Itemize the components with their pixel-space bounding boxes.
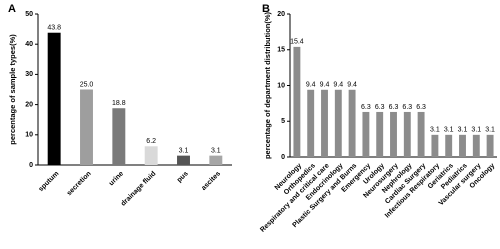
x-tick-label: urine [108, 170, 125, 187]
bar [403, 111, 411, 157]
x-tick-label: pus [176, 170, 190, 184]
value-label: 25.0 [80, 81, 94, 88]
bar [144, 146, 158, 165]
bar [177, 155, 190, 165]
bar [376, 111, 384, 157]
y-tick-label: 30 [25, 71, 33, 78]
value-label: 3.1 [179, 147, 189, 154]
y-tick-label: 0 [29, 162, 33, 169]
y-tick-label: 15 [277, 47, 285, 54]
value-label: 3.1 [458, 127, 468, 134]
value-label: 6.2 [146, 138, 156, 145]
y-tick-label: 20 [277, 11, 285, 18]
bar [445, 134, 453, 157]
value-label: 9.4 [320, 82, 330, 89]
bar [80, 89, 93, 165]
value-label: 6.3 [361, 104, 371, 111]
bar [334, 89, 342, 157]
value-label: 3.1 [471, 127, 481, 134]
value-label: 6.3 [389, 104, 399, 111]
bar [209, 155, 223, 165]
value-label: 3.1 [485, 127, 495, 134]
value-label: 3.1 [211, 147, 221, 154]
y-tick-label: 5 [281, 118, 285, 125]
bar [459, 134, 466, 157]
x-tick-label: drainage fluid [120, 170, 157, 207]
y-tick-label: 20 [25, 101, 33, 108]
value-label: 9.4 [347, 82, 357, 89]
value-label: 3.1 [430, 127, 440, 134]
bar [47, 32, 61, 165]
bar [321, 89, 328, 157]
bar [293, 46, 301, 157]
value-label: 6.3 [416, 104, 426, 111]
bar [390, 111, 397, 157]
x-tick-label: secretion [66, 170, 93, 197]
bar [417, 111, 425, 157]
bar [348, 89, 356, 157]
value-label: 3.1 [444, 127, 454, 134]
value-label: 6.3 [375, 104, 385, 111]
bar [362, 111, 370, 157]
value-label: 15.4 [290, 39, 304, 46]
bar [472, 134, 480, 157]
y-tick-label: 50 [25, 11, 33, 18]
y-tick-label: 10 [277, 82, 285, 89]
y-tick-label: 40 [25, 41, 33, 48]
value-label: 43.8 [47, 25, 61, 32]
bar [486, 134, 494, 157]
value-label: 18.8 [112, 100, 126, 107]
y-tick-label: 0 [281, 154, 285, 161]
x-tick-label: ascites [200, 170, 222, 192]
panel-label: A [8, 3, 16, 15]
y-axis-label: percentage of sample types(%) [8, 34, 17, 145]
value-label: 9.4 [333, 82, 343, 89]
bar [431, 134, 439, 157]
value-label: 6.3 [402, 104, 412, 111]
y-tick-label: 10 [25, 132, 33, 139]
x-tick-label: sputum [38, 170, 61, 193]
value-label: 9.4 [306, 82, 316, 89]
y-axis-label: percentage of department distribution(%) [263, 11, 272, 159]
panel-label: B [262, 3, 270, 15]
bar [112, 108, 126, 165]
bar [307, 89, 315, 157]
